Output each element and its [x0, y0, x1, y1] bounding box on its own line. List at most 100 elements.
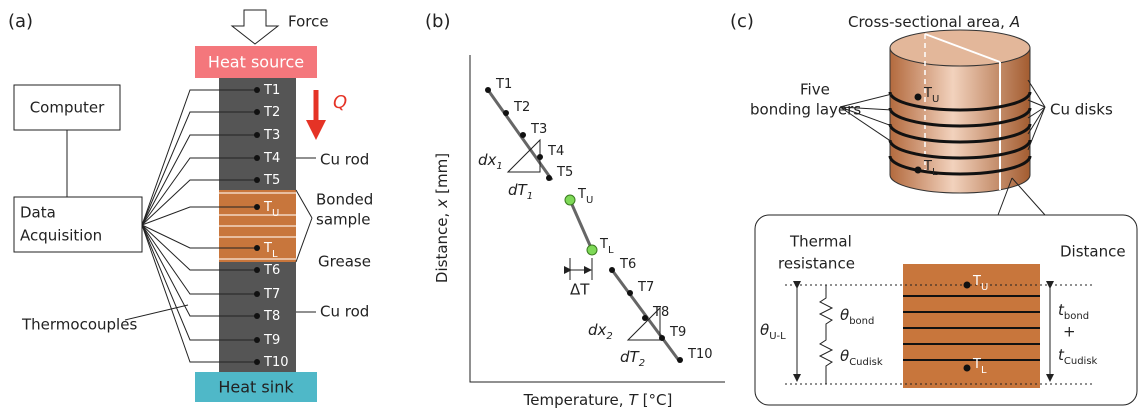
sensor-dot	[254, 267, 260, 273]
heat-source	[195, 46, 317, 78]
slope-triangle	[626, 306, 661, 341]
sensor-label: T6	[263, 263, 280, 278]
sensor-label: T4	[547, 144, 564, 159]
sensor-label: TL	[972, 357, 987, 376]
daq-box	[13, 196, 143, 253]
x-axis-label: Temperature, T [°C]	[523, 391, 673, 409]
data-point	[586, 244, 598, 256]
sensor-dot	[963, 281, 971, 289]
thermocouple-wire	[141, 111, 255, 226]
dx2-label: dx2	[588, 321, 613, 342]
heat-sink-label: Heat sink	[218, 378, 294, 397]
data-point	[564, 194, 576, 206]
sensor-label: T1	[263, 83, 280, 98]
daq-label: Acquisition	[20, 227, 102, 245]
sensor-dot	[963, 364, 971, 372]
cu-rod-label: Cu rod	[320, 303, 369, 321]
sensor-label: T10	[687, 347, 712, 362]
sensor-label: T8	[263, 309, 280, 324]
data-point	[609, 267, 615, 273]
sensor-dot	[254, 87, 260, 93]
area-label: Cross-sectional area, A	[848, 13, 1020, 31]
plus: +	[1063, 323, 1076, 341]
data-point	[537, 154, 543, 160]
t-cudisk: tCudisk	[1058, 346, 1098, 367]
daq-label: Data	[20, 204, 56, 222]
panel-label: (a)	[8, 11, 33, 32]
sensor-dot	[254, 245, 260, 251]
thermocouple-wire	[141, 179, 255, 226]
sensor-label: T7	[637, 280, 654, 295]
sensor-dot	[254, 291, 260, 297]
sensor-label: T7	[263, 287, 280, 302]
sensor-label: T2	[513, 100, 530, 115]
data-point	[503, 110, 509, 116]
data-point	[546, 175, 552, 181]
cu-rod-label: Cu rod	[320, 151, 369, 169]
panel-label: (c)	[730, 11, 754, 32]
force-label: Force	[288, 13, 329, 31]
sensor-label: T1	[495, 77, 512, 92]
sensor-label: T4	[263, 151, 280, 166]
thermocouple-wire	[141, 157, 255, 226]
heat-sink	[195, 372, 317, 402]
heat-flow-label: Q	[333, 92, 347, 113]
reference-lines	[785, 284, 1095, 385]
thermocouple-wire	[141, 224, 255, 341]
sensor-dot	[254, 313, 260, 319]
sensor-label: T5	[263, 173, 280, 188]
theta-ul: θU-L	[760, 321, 786, 342]
sensor-label: T10	[263, 355, 288, 370]
bonding-layers	[888, 91, 1032, 176]
sensor-label: T9	[263, 333, 280, 348]
distance-label: Distance	[1060, 243, 1126, 261]
data-point	[642, 315, 648, 321]
sensor-dot	[254, 132, 260, 138]
data-point	[485, 87, 491, 93]
panel-label: (b)	[425, 11, 450, 32]
sensor-dot	[254, 204, 260, 210]
panel-a: (a) Force Heat source Heat sink Q Comput…	[8, 9, 373, 402]
sensor-dot	[254, 359, 260, 365]
sensor-label: T8	[652, 305, 669, 320]
sensor-label: T2	[263, 105, 280, 120]
resistor	[818, 285, 834, 384]
y-axis-label: Distance,x[mm]	[433, 153, 451, 283]
thermocouples-label: Thermocouples	[21, 316, 137, 334]
sensor-label: T5	[556, 165, 573, 180]
sample-label: sample	[316, 211, 371, 229]
data-point	[677, 357, 683, 363]
layers-label: bonding layers	[750, 101, 861, 119]
dT1-label: dT1	[508, 181, 533, 202]
heat-flow-arrow	[306, 120, 326, 140]
data-point	[659, 335, 665, 341]
sensor-dot	[254, 155, 260, 161]
sensor-label: TU	[923, 86, 939, 105]
dT2-label: dT2	[620, 348, 645, 369]
thermocouple-wire	[141, 206, 255, 226]
computer-box	[13, 84, 121, 131]
disks-label: Cu disks	[1050, 101, 1113, 119]
thermocouple-wire	[141, 224, 255, 317]
sensor-label: T3	[530, 122, 547, 137]
thermocouple-wire	[141, 224, 255, 249]
panel-c: (c) Cross-sectional area, A Five bonding …	[730, 11, 1138, 406]
resistance-label: resistance	[778, 255, 855, 273]
sensor-label: TU	[577, 187, 593, 206]
data-point	[627, 290, 633, 296]
sensor-label: TU	[263, 200, 279, 219]
thermocouple-wire	[141, 134, 255, 226]
layers-label: Five	[800, 81, 830, 99]
delta-t-label: ΔT	[570, 281, 590, 299]
dx1-label: dx1	[478, 151, 503, 172]
sensor-label: T3	[263, 128, 280, 143]
sample-detail	[903, 264, 1040, 388]
sample-layers	[219, 192, 296, 260]
heat-source-label: Heat source	[208, 53, 304, 72]
sample-label: Bonded	[316, 191, 373, 209]
thermocouple-wire	[141, 224, 255, 295]
sensor-label: TL	[923, 159, 938, 178]
computer-label: Computer	[30, 99, 105, 117]
sensor-label: TL	[599, 237, 614, 256]
